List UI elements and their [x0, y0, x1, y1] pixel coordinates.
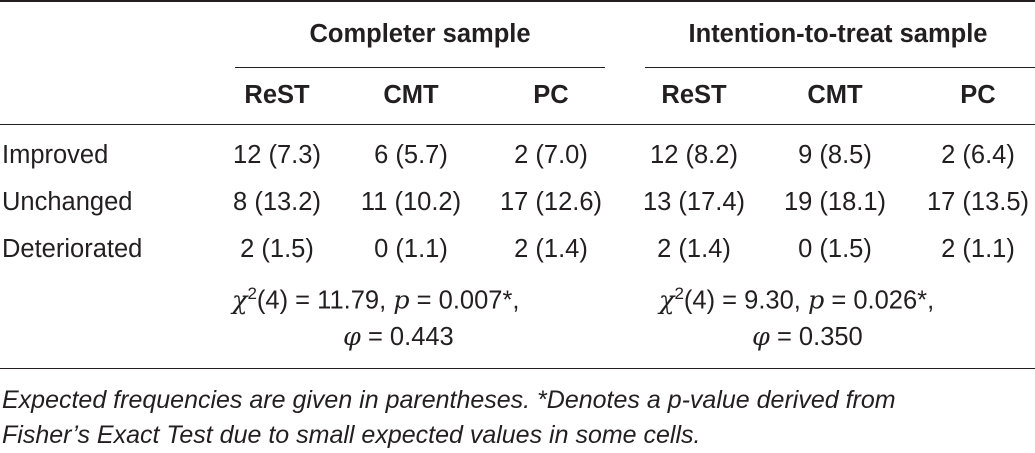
- chi-symbol: χ: [232, 285, 248, 316]
- table-cell: 9 (8.5): [798, 141, 872, 169]
- top-rule: [0, 0, 1035, 2]
- bottom-rule: [0, 368, 1035, 369]
- table-cell: 19 (18.1): [783, 188, 887, 216]
- row-label-unchanged: Unchanged: [2, 188, 133, 216]
- stat-phi-completer: φ = 0.443: [343, 322, 454, 352]
- table-cell: 0 (1.5): [798, 235, 872, 263]
- table-cell: 2 (1.1): [941, 235, 1015, 263]
- p-symbol: p: [807, 285, 825, 316]
- footnote-line-2: Fisher’s Exact Test due to small expecte…: [2, 421, 701, 449]
- p-value: = 0.007*,: [416, 286, 520, 315]
- col-header-rest-itt: ReST: [661, 81, 727, 109]
- header-rule: [0, 124, 1035, 125]
- table-cell: 0 (1.1): [374, 235, 448, 263]
- stat-phi-itt: φ = 0.350: [752, 322, 863, 352]
- table-cell: 8 (13.2): [233, 188, 321, 216]
- table-cell: 13 (17.4): [642, 188, 746, 216]
- group-header-itt: Intention-to-treat sample: [688, 20, 988, 48]
- col-header-rest-completer: ReST: [244, 81, 310, 109]
- chi-value: (4) = 11.79,: [256, 286, 394, 315]
- chi-exponent: 2: [674, 284, 684, 303]
- phi-value: = 0.350: [776, 323, 863, 351]
- table-cell: 12 (8.2): [650, 141, 738, 169]
- table-cell: 6 (5.7): [374, 141, 448, 169]
- group-header-completer: Completer sample: [309, 20, 531, 48]
- col-header-cmt-completer: CMT: [383, 81, 439, 109]
- chi-symbol: χ: [659, 285, 675, 316]
- stat-chi-completer: χ2(4) = 11.79, p = 0.007*,: [232, 285, 519, 314]
- stat-chi-itt: χ2(4) = 9.30, p = 0.026*,: [659, 285, 934, 314]
- row-label-improved: Improved: [2, 141, 109, 169]
- col-header-pc-completer: PC: [533, 81, 569, 109]
- table-cell: 2 (7.0): [514, 141, 588, 169]
- group-rule-itt: [645, 67, 1035, 68]
- phi-symbol: φ: [752, 322, 770, 352]
- table-cell: 12 (7.3): [233, 141, 321, 169]
- group-rule-completer: [235, 67, 605, 68]
- table-cell: 2 (1.4): [657, 235, 731, 263]
- p-symbol: p: [393, 285, 410, 316]
- table-cell: 2 (1.5): [240, 235, 314, 263]
- table-cell: 11 (10.2): [360, 188, 462, 216]
- row-label-deteriorated: Deteriorated: [2, 235, 143, 263]
- footnote-line-1: Expected frequencies are given in parent…: [2, 386, 896, 414]
- phi-value: = 0.443: [367, 323, 454, 351]
- table-cell: 17 (13.5): [926, 188, 1030, 216]
- phi-symbol: φ: [343, 322, 361, 352]
- chi-value: (4) = 9.30,: [683, 286, 808, 315]
- p-value: = 0.026*,: [831, 286, 935, 315]
- table-cell: 2 (1.4): [514, 235, 588, 263]
- chi-exponent: 2: [247, 284, 257, 303]
- table-cell: 17 (12.6): [499, 188, 603, 216]
- col-header-cmt-itt: CMT: [807, 81, 863, 109]
- table-cell: 2 (6.4): [941, 141, 1015, 169]
- col-header-pc-itt: PC: [960, 81, 996, 109]
